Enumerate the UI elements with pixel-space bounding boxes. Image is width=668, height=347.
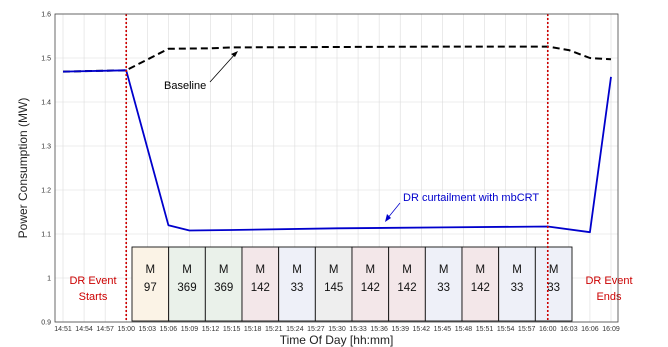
model-block-letter: M [512,264,522,276]
x-tick-label: 15:33 [349,326,367,333]
model-block [278,246,316,322]
model-block-value: 97 [144,282,157,294]
model-block [534,246,573,322]
model-block-value: 142 [361,282,380,294]
model-block-value: 142 [471,282,490,294]
model-block-letter: M [329,264,339,276]
model-block-letter: M [402,264,412,276]
x-tick-label: 15:00 [117,326,135,333]
x-tick-label: 16:09 [602,326,620,333]
model-block-letter: M [366,264,376,276]
baseline-annotation: Baseline [164,80,206,92]
x-tick-label: 15:18 [244,326,262,333]
x-tick-label: 15:12 [202,326,220,333]
x-tick-label: 15:57 [518,326,536,333]
model-block-letter: M [182,264,192,276]
x-tick-label: 15:09 [181,326,199,333]
axes: 14:51 14:54 14:57 15:00 15:03 15:06 15:09 15:12… [16,12,620,347]
model-block-letter: M [292,264,302,276]
event-markers: DR Event Starts DR Event Ends [69,14,633,322]
model-block-letter: M [219,264,229,276]
model-block-value: 369 [177,282,196,294]
model-block [498,246,536,322]
x-tick-label: 15:51 [476,326,494,333]
y-tick-label: 1 [47,276,51,283]
x-tick-label: 15:54 [497,326,515,333]
y-tick-label: 1.2 [41,188,51,195]
x-tick-label: 15:03 [139,326,157,333]
model-block-letter: M [146,264,156,276]
y-axis-label: Power Consumption (MW) [16,98,30,239]
model-block [351,246,390,322]
model-block [461,246,500,322]
x-tick-label: 14:51 [54,326,72,333]
model-block [314,246,353,322]
event-label-bottom: Ends [596,291,622,303]
model-block [424,246,463,322]
x-tick-label: 15:48 [455,326,473,333]
model-block-value: 33 [547,282,560,294]
model-block-letter: M [439,264,449,276]
x-tick-label: 15:24 [286,326,304,333]
baseline-arrow-line [209,52,237,83]
x-tick-label: 15:15 [223,326,241,333]
event-label-bottom: Starts [79,291,108,303]
x-tick-label: 16:06 [581,326,599,333]
y-tick-label: 1.5 [41,56,51,63]
model-block-value: 33 [511,282,524,294]
y-tick-label: 1.3 [41,144,51,151]
y-tick-label: 1.6 [41,12,51,19]
model-block [131,246,170,322]
model-block-value: 142 [397,282,416,294]
x-axis-label: Time Of Day [hh:mm] [280,333,394,347]
x-tick-label: 15:45 [434,326,452,333]
model-block-letter: M [476,264,486,276]
model-block-letter: M [256,264,266,276]
baseline-arrow-head [231,51,238,57]
y-tick-label: 1.1 [41,232,51,239]
x-tick-label: 16:03 [560,326,578,333]
event-label-top: DR Event [69,275,116,287]
y-tick-label: 1.4 [41,100,51,107]
dr-curtailment-series-line [62,69,612,234]
model-block-letter: M [549,264,559,276]
event-label-top: DR Event [585,275,632,287]
x-tick-label: 15:30 [328,326,346,333]
x-tick-label: 15:27 [307,326,325,333]
x-tick-label: 15:42 [413,326,431,333]
x-tick-label: 15:39 [391,326,409,333]
model-block [241,246,280,322]
dr-curtailment-annotation: DR curtailment with mbCRT [403,192,539,204]
axis-frame [54,13,619,323]
model-block-value: 369 [214,282,233,294]
dr-curtailment-arrow-head [385,214,391,222]
x-tick-label: 15:06 [160,326,178,333]
x-tick-label: 15:36 [370,326,388,333]
model-block-value: 33 [437,282,450,294]
model-blocks: M 97 M 369 M 369 M 142 M 33 M 145 M 142 M 142 M 33 M 142 M 33… [131,246,573,322]
x-tick-label: 16:00 [539,326,557,333]
model-block-value: 142 [251,282,270,294]
model-block [204,246,243,322]
model-block [388,246,426,322]
model-block-value: 145 [324,282,343,294]
x-tick-label: 14:54 [75,326,93,333]
model-block-value: 33 [291,282,304,294]
x-tick-label: 15:21 [265,326,283,333]
baseline-series-line [62,45,612,73]
y-tick-label: 0.9 [41,320,51,327]
x-tick-label: 14:57 [96,326,114,333]
annotations: Baseline DR curtailment with mbCRT [164,51,539,222]
series-lines [62,45,612,234]
